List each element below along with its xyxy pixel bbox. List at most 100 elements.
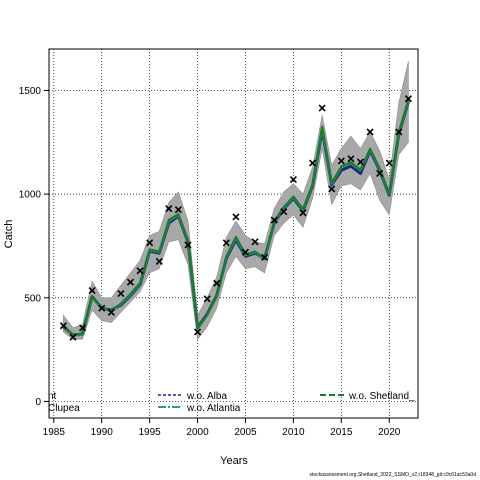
x-tick-label: 2015 (330, 427, 353, 438)
observed-point (299, 209, 307, 217)
legend-label-partial: nt (48, 391, 57, 402)
observed-point (88, 286, 96, 295)
x-tick-label: 2020 (378, 427, 401, 438)
y-tick-label: 500 (24, 293, 41, 304)
observed-point (155, 257, 163, 266)
marker-stroke (126, 278, 135, 286)
marker-stroke (174, 206, 182, 214)
observed-point (241, 248, 250, 256)
y-tick-label: 0 (35, 397, 41, 408)
observed-point (270, 216, 278, 224)
observed-point (318, 104, 326, 112)
marker-stroke (98, 304, 106, 312)
observed-point (232, 213, 240, 221)
y-axis-title: Catch (3, 220, 15, 249)
legend-label-clupea: Clupea (48, 403, 80, 414)
marker-stroke (241, 248, 250, 256)
observed-point (261, 253, 269, 261)
marker-stroke (318, 104, 326, 112)
y-tick-label: 1500 (19, 86, 42, 97)
observed-point (395, 128, 403, 136)
marker-stroke (385, 159, 393, 167)
marker-stroke (78, 324, 87, 332)
observed-point (184, 241, 192, 249)
marker-stroke (299, 209, 307, 217)
x-tick-label: 1990 (91, 427, 114, 438)
observed-point (289, 176, 297, 184)
observed-point (117, 290, 125, 298)
marker-stroke (309, 159, 317, 167)
observed-point (165, 205, 173, 213)
marker-stroke (213, 279, 221, 287)
observed-point (146, 239, 154, 247)
observed-point (213, 279, 221, 287)
series-lines (62, 99, 410, 337)
legend-label-atlantia: w.o. Atlantia (186, 403, 241, 414)
marker-stroke (88, 286, 96, 295)
observed-point (366, 128, 374, 136)
observed-markers (59, 95, 412, 341)
x-tick-label: 2010 (282, 427, 305, 438)
footnote: stockassessment.org,Shetland_2022_SSMO_v… (310, 472, 477, 478)
marker-stroke (366, 128, 374, 136)
x-axis-title: Years (220, 455, 248, 467)
legend: nt Clupea w.o. Alba w.o. Atlantia w.o. S… (48, 391, 415, 414)
observed-point (59, 322, 67, 330)
observed-point (376, 169, 384, 177)
y-tick-label: 1000 (19, 190, 42, 201)
observed-point (356, 158, 365, 166)
marker-stroke (404, 95, 412, 103)
x-tick-label: 2000 (186, 427, 209, 438)
observed-point (69, 333, 77, 341)
marker-stroke (270, 216, 278, 224)
plot-frame (48, 48, 419, 419)
marker-stroke (376, 169, 384, 177)
observed-point (222, 239, 230, 247)
marker-stroke (356, 158, 365, 166)
marker-stroke (117, 290, 125, 298)
observed-point (174, 206, 182, 214)
x-tick-label: 2005 (234, 427, 257, 438)
marker-stroke (107, 308, 115, 316)
marker-stroke (165, 205, 173, 213)
x-tick-label: 1985 (43, 427, 66, 438)
marker-stroke (232, 213, 240, 221)
observed-point (203, 295, 211, 303)
marker-stroke (203, 295, 211, 303)
observed-point (328, 185, 336, 193)
y-axis: 0 500 1000 1500 (19, 86, 49, 408)
marker-stroke (59, 322, 67, 330)
legend-label-alba: w.o. Alba (186, 391, 227, 402)
observed-point (136, 267, 144, 275)
marker-stroke (337, 157, 345, 165)
observed-point (98, 304, 106, 312)
marker-stroke (328, 185, 336, 193)
marker-stroke (347, 155, 355, 163)
marker-stroke (136, 267, 144, 275)
marker-stroke (395, 128, 403, 136)
observed-point (385, 159, 393, 167)
observed-point (309, 159, 317, 167)
marker-stroke (184, 241, 192, 249)
marker-stroke (261, 253, 269, 261)
legend-label-shetland: w.o. Shetland_ (348, 391, 415, 402)
marker-stroke (146, 239, 154, 247)
observed-point (193, 328, 202, 336)
x-tick-label: 1995 (139, 427, 162, 438)
observed-point (251, 238, 259, 246)
observed-point (404, 95, 412, 103)
observed-point (78, 324, 87, 332)
marker-stroke (289, 176, 297, 184)
x-axis: 1985 1990 1995 2000 2005 2010 2015 2020 (43, 418, 401, 438)
observed-point (126, 278, 135, 286)
observed-point (107, 308, 115, 316)
observed-point (337, 157, 345, 165)
observed-point (347, 155, 355, 163)
marker-stroke (280, 208, 288, 216)
marker-stroke (69, 333, 77, 341)
marker-stroke (251, 238, 259, 246)
marker-stroke (193, 328, 202, 336)
observed-point (280, 208, 288, 216)
series-line-w-o-shetland- (62, 99, 410, 337)
